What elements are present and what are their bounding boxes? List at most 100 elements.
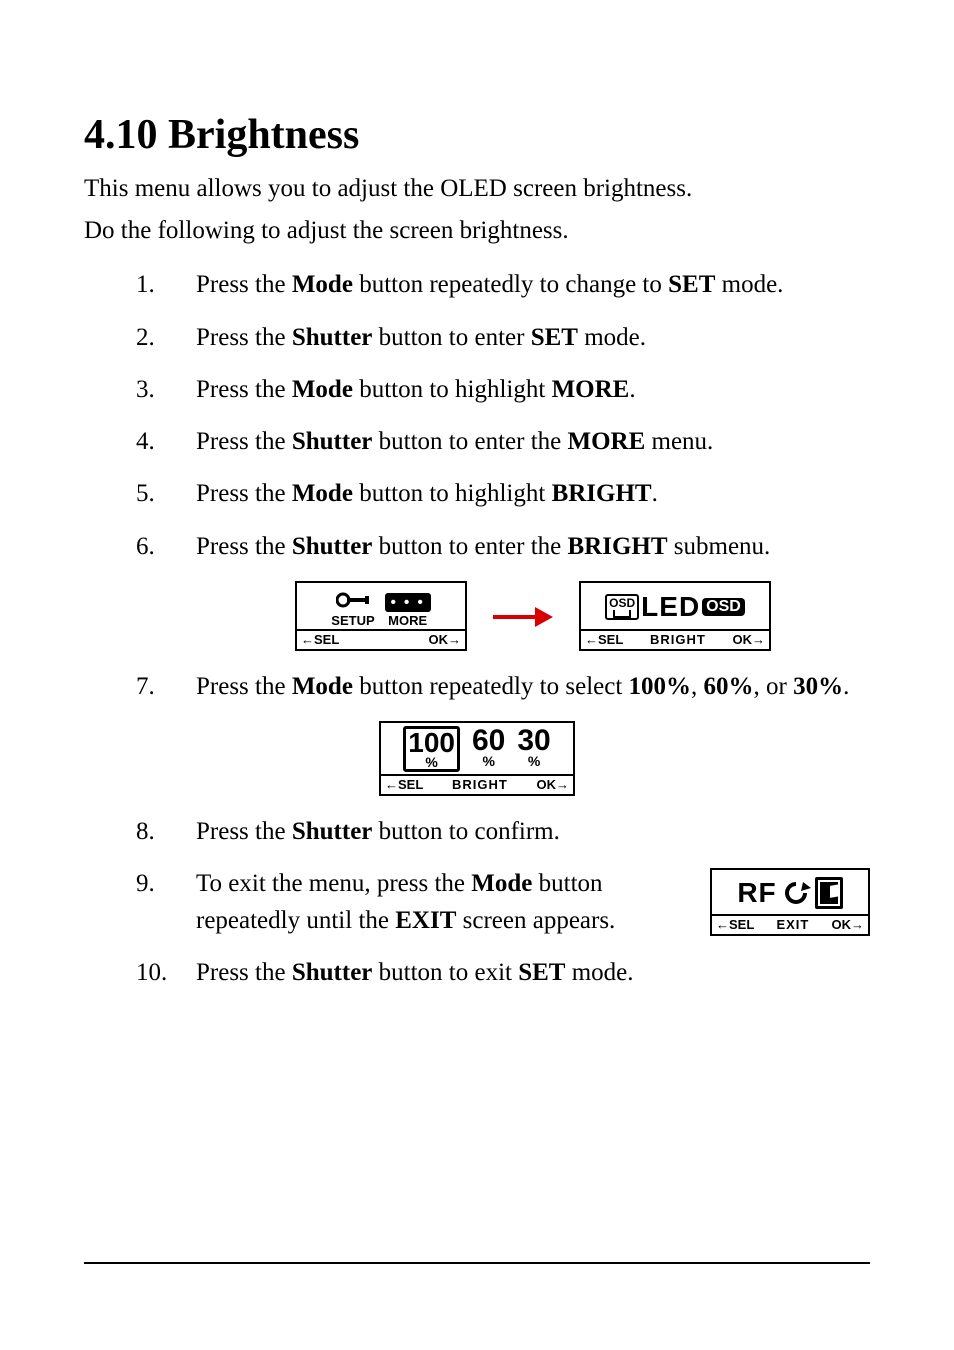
set-mode-ref: SET	[668, 271, 715, 298]
text: button to highlight	[353, 480, 552, 507]
step-10: 10. Press the Shutter button to exit SET…	[136, 955, 870, 991]
sel-indicator: ←SEL	[385, 776, 423, 794]
pct-sign: %	[482, 754, 494, 768]
steps-list-cont: 7. Press the Mode button repeatedly to s…	[84, 669, 870, 705]
text: Press the	[196, 533, 292, 560]
arrow-right-icon	[493, 602, 553, 630]
oled-setup-screen: SETUP • • • MORE ←SEL OK→	[295, 581, 467, 651]
pct-sign: %	[425, 755, 437, 769]
step-number: 5.	[136, 476, 196, 512]
step-number: 8.	[136, 814, 196, 850]
step-text: Press the Shutter button to enter the MO…	[196, 424, 870, 460]
page-footer-rule	[84, 1262, 870, 1264]
text: button to enter	[372, 324, 530, 351]
text: Press the	[196, 376, 292, 403]
osd-text: OSD	[702, 597, 745, 616]
step-number: 1.	[136, 267, 196, 303]
option-100-selected: 100 %	[403, 726, 460, 772]
option-30: 30 %	[517, 726, 550, 768]
text: screen appears.	[456, 907, 615, 934]
text: mode.	[578, 324, 646, 351]
text: Press the	[196, 271, 292, 298]
exit-door-icon	[815, 877, 843, 909]
text: .	[843, 673, 849, 700]
step-8: 8. Press the Shutter button to confirm.	[136, 814, 870, 850]
text: button repeatedly to select	[353, 673, 629, 700]
oled-led-bright-screen: OSD LED OSD ←SEL BRIGHT OK→	[579, 581, 771, 651]
option-30: 30%	[793, 673, 843, 700]
step-9: 9. To exit the menu, press the Mode butt…	[136, 866, 870, 939]
shutter-button-ref: Shutter	[292, 428, 373, 455]
step-text: Press the Mode button repeatedly to chan…	[196, 267, 870, 303]
intro-paragraph-1: This menu allows you to adjust the OLED …	[84, 170, 870, 208]
ok-indicator: OK→	[832, 916, 865, 934]
sel-indicator: ←SEL	[716, 916, 754, 934]
sel-indicator: ←SEL	[301, 631, 339, 649]
figure-brightness-options: 100 % 60 % 30 % ←SEL BRIGHT OK→	[84, 721, 870, 796]
step-1: 1. Press the Mode button repeatedly to c…	[136, 267, 870, 303]
text: .	[629, 376, 635, 403]
shutter-button-ref: Shutter	[292, 959, 373, 986]
step-text: Press the Mode button to highlight BRIGH…	[196, 476, 870, 512]
text: mode.	[715, 271, 783, 298]
text: Press the	[196, 324, 292, 351]
figure-exit: RF ←SEL EXIT OK→	[710, 868, 870, 936]
pct-value: 30	[517, 726, 550, 756]
step-number: 3.	[136, 372, 196, 408]
bright-menu-ref: BRIGHT	[552, 480, 652, 507]
text: To exit the menu, press the	[196, 870, 471, 897]
text: Press the	[196, 818, 292, 845]
section-heading: 4.10 Brightness	[84, 110, 870, 160]
step-5: 5. Press the Mode button to highlight BR…	[136, 476, 870, 512]
more-dots-icon: • • •	[385, 593, 431, 612]
step-text: Press the Mode button to highlight MORE.	[196, 372, 870, 408]
step-2: 2. Press the Shutter button to enter SET…	[136, 320, 870, 356]
step-text: Press the Shutter button to confirm.	[196, 814, 870, 850]
oled-percent-screen: 100 % 60 % 30 % ←SEL BRIGHT OK→	[379, 721, 575, 796]
setup-label: SETUP	[331, 614, 374, 627]
osd-icon-left: OSD	[605, 594, 639, 620]
option-60: 60%	[704, 673, 754, 700]
mode-button-ref: Mode	[292, 271, 353, 298]
option-60: 60 %	[472, 726, 505, 768]
step-number: 4.	[136, 424, 196, 460]
bright-menu-ref: BRIGHT	[567, 533, 667, 560]
step-text: Press the Shutter button to enter SET mo…	[196, 320, 870, 356]
mode-button-ref: Mode	[292, 480, 353, 507]
text: menu.	[645, 428, 713, 455]
more-label: MORE	[388, 614, 427, 627]
text: button to confirm.	[372, 818, 559, 845]
step-text: Press the Shutter button to enter the BR…	[196, 529, 870, 565]
set-mode-ref: SET	[518, 959, 565, 986]
step-7: 7. Press the Mode button repeatedly to s…	[136, 669, 870, 705]
step-text: To exit the menu, press the Mode button …	[196, 866, 680, 939]
pct-sign: %	[528, 754, 540, 768]
mode-button-ref: Mode	[292, 673, 353, 700]
text: ,	[691, 673, 704, 700]
text: Press the	[196, 480, 292, 507]
document-page: 4.10 Brightness This menu allows you to …	[0, 0, 954, 1350]
ok-indicator: OK→	[429, 631, 462, 649]
set-mode-ref: SET	[531, 324, 578, 351]
mode-button-ref: Mode	[292, 376, 353, 403]
pct-value: 100	[408, 729, 455, 757]
text: button to enter the	[372, 533, 567, 560]
step-number: 2.	[136, 320, 196, 356]
step-text: Press the Mode button repeatedly to sele…	[196, 669, 870, 705]
footer-mid-bright: BRIGHT	[423, 776, 536, 794]
shutter-button-ref: Shutter	[292, 818, 373, 845]
ok-indicator: OK→	[733, 631, 766, 649]
text: , or	[754, 673, 794, 700]
footer-mid-exit: EXIT	[754, 916, 831, 934]
step-3: 3. Press the Mode button to highlight MO…	[136, 372, 870, 408]
step-number: 10.	[136, 955, 196, 991]
osd-icon-right: OSD	[702, 598, 745, 616]
intro-paragraph-2: Do the following to adjust the screen br…	[84, 212, 870, 250]
setup-icon-block: SETUP	[331, 592, 374, 627]
text: mode.	[565, 959, 633, 986]
shutter-button-ref: Shutter	[292, 533, 373, 560]
loop-icon	[781, 879, 811, 907]
step-6: 6. Press the Shutter button to enter the…	[136, 529, 870, 565]
text: button to highlight	[353, 376, 552, 403]
option-100: 100%	[629, 673, 692, 700]
